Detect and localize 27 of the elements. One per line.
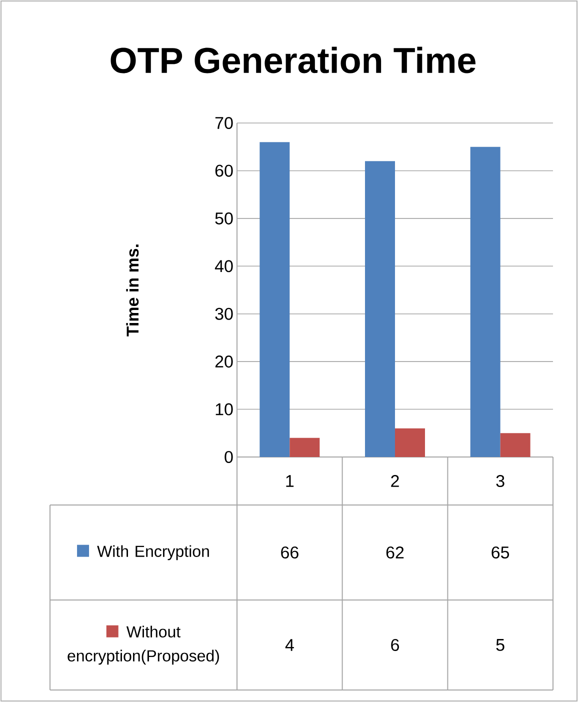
y-tick-label: 60 [215, 164, 233, 177]
y-tick-label: 50 [215, 212, 233, 224]
y-tick-label: 70 [215, 116, 233, 130]
y-tick-label: 10 [216, 403, 233, 416]
y-tick-label: 30 [215, 308, 233, 320]
bar [364, 161, 395, 457]
data-label: 65 [492, 546, 510, 559]
chart-title: OTP Generation Time [110, 46, 476, 74]
y-tick-label: 0 [224, 450, 233, 464]
y-axis-title: Time in ms. [126, 244, 139, 336]
y-tick-label: 20 [215, 356, 233, 368]
data-label: 62 [386, 546, 404, 559]
bar [290, 438, 320, 457]
data-label: 4 [285, 639, 294, 651]
legend-label: With Encryption [97, 545, 209, 560]
bar [500, 433, 530, 457]
x-tick-label: 2 [391, 475, 399, 487]
x-tick-label: 1 [286, 475, 294, 487]
data-label: 6 [391, 638, 399, 652]
bar [394, 428, 425, 457]
x-tick-label: 3 [496, 474, 504, 488]
data-label: 66 [281, 546, 298, 559]
bar [470, 146, 500, 457]
bar [260, 142, 290, 457]
y-tick-label: 40 [214, 260, 233, 272]
legend-label: Without encryption(Proposed) [68, 626, 219, 665]
data-label: 5 [496, 639, 504, 651]
